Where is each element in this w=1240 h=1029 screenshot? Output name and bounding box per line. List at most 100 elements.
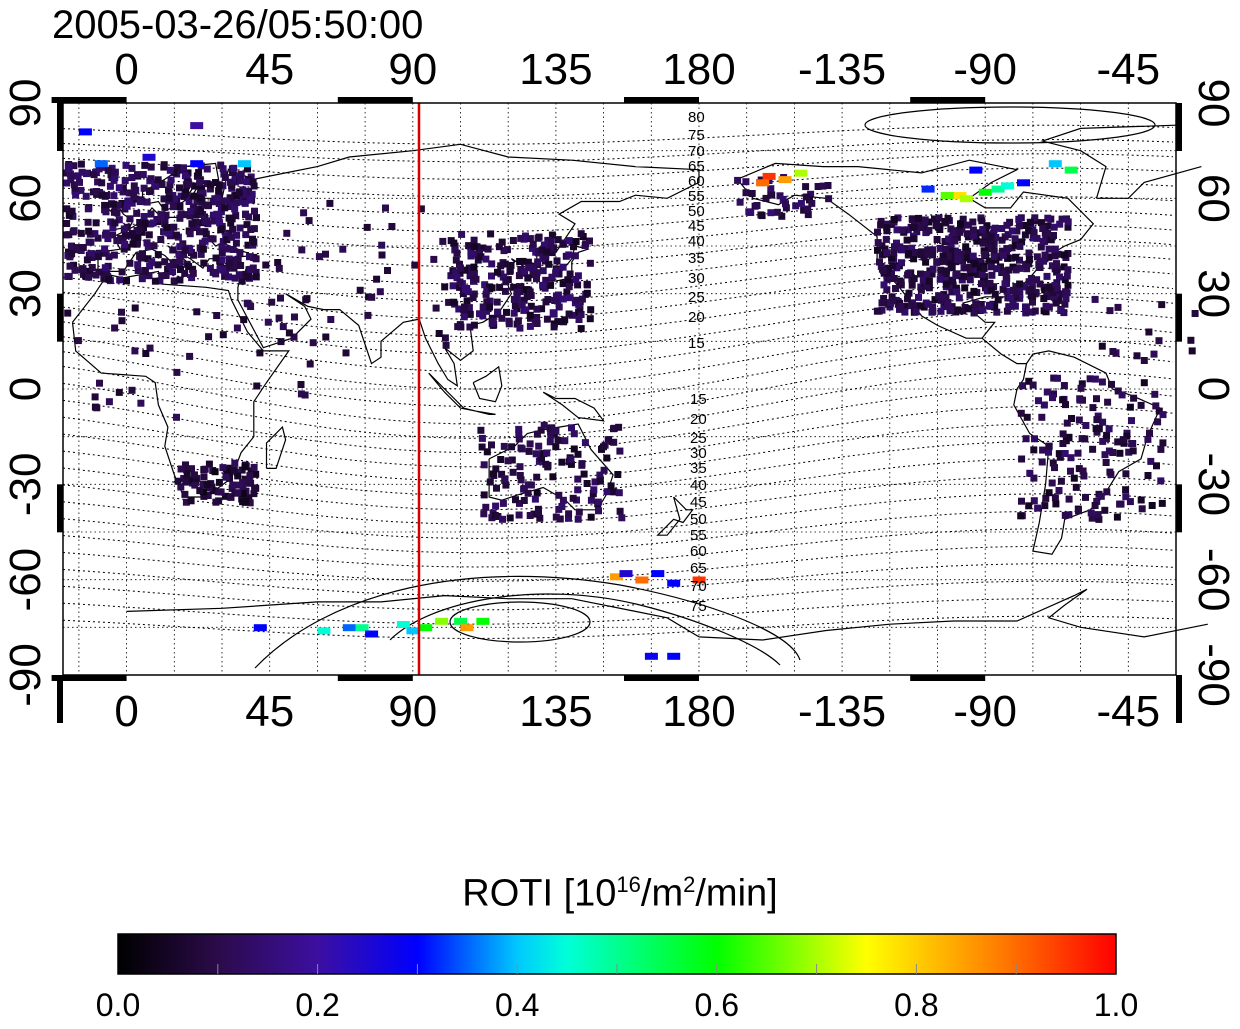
roti-cell — [908, 244, 916, 252]
roti-cell — [961, 284, 969, 292]
frame-tick-bar — [57, 103, 63, 151]
roti-cell — [1005, 303, 1013, 311]
roti-cell — [449, 282, 457, 290]
roti-cell — [937, 266, 945, 274]
left-latitude-ticks: 90 60 30 0 -30 -60 -90 — [1, 79, 50, 707]
roti-cell — [460, 306, 468, 314]
roti-cell — [237, 177, 244, 185]
roti-cell — [1137, 496, 1145, 504]
roti-cell — [113, 209, 121, 217]
roti-cell — [513, 288, 521, 296]
roti-cell — [182, 461, 189, 469]
roti-cell — [169, 259, 177, 267]
roti-cell — [96, 379, 103, 387]
roti-cell — [262, 261, 270, 269]
roti-cell — [503, 308, 510, 316]
roti-cell — [154, 251, 162, 259]
roti-cell — [240, 190, 247, 197]
roti-cell — [953, 270, 961, 278]
roti-cell — [227, 233, 235, 241]
roti-cell — [987, 231, 995, 239]
roti-cell — [538, 246, 546, 254]
roti-cell — [797, 199, 805, 207]
roti-cell — [1029, 234, 1037, 242]
roti-cell — [1016, 280, 1024, 288]
roti-cell-high — [667, 652, 681, 660]
roti-cell — [545, 260, 553, 268]
roti-cell — [1063, 419, 1071, 427]
roti-cell — [1064, 218, 1072, 226]
roti-cell — [977, 280, 985, 288]
roti-cell — [596, 471, 604, 479]
roti-cell — [985, 244, 993, 252]
roti-cell — [1023, 265, 1031, 273]
roti-cell — [141, 219, 149, 227]
coastline — [472, 365, 503, 403]
roti-cell — [1082, 493, 1089, 501]
roti-cell — [603, 454, 611, 462]
roti-cell — [1118, 391, 1126, 399]
roti-cell — [204, 492, 212, 499]
roti-cell — [199, 480, 207, 488]
roti-cell — [196, 487, 204, 495]
roti-cell — [1099, 437, 1107, 445]
coastline — [428, 372, 496, 415]
roti-cell — [242, 497, 250, 505]
roti-cell — [954, 249, 962, 256]
roti-cell — [72, 246, 80, 254]
roti-cell — [800, 206, 808, 214]
roti-cell — [912, 249, 919, 256]
roti-cell — [222, 473, 230, 481]
roti-cell — [181, 172, 189, 180]
roti-cell — [116, 276, 124, 284]
roti-cell — [952, 284, 960, 292]
roti-cell — [530, 510, 538, 518]
roti-cell — [322, 250, 329, 258]
roti-cell — [552, 292, 560, 300]
roti-cell — [145, 272, 153, 280]
roti-cell — [134, 233, 142, 241]
roti-cell — [115, 388, 123, 396]
roti-cell — [478, 434, 486, 442]
roti-cell — [277, 294, 284, 302]
roti-cell — [115, 216, 123, 224]
roti-cell — [450, 239, 458, 247]
roti-cell — [63, 169, 70, 177]
roti-cell — [66, 262, 74, 270]
roti-cell — [85, 238, 93, 246]
roti-cell — [110, 192, 118, 200]
roti-cell — [892, 285, 899, 292]
roti-cell — [590, 486, 598, 494]
roti-cell — [547, 431, 555, 439]
roti-cell — [1047, 287, 1055, 295]
roti-cell — [119, 188, 127, 196]
roti-cell — [945, 235, 953, 243]
roti-cell — [933, 258, 941, 266]
roti-cell — [942, 245, 950, 253]
contour-label: 75 — [690, 598, 707, 615]
frame-tick-bar — [624, 675, 699, 681]
roti-cell — [1155, 407, 1163, 415]
roti-cell — [1151, 390, 1159, 398]
contour-label: 25 — [688, 289, 705, 306]
roti-cell — [1150, 350, 1158, 358]
roti-cell — [600, 466, 608, 474]
roti-cell — [1038, 458, 1046, 466]
roti-cell — [222, 492, 229, 500]
roti-cell — [212, 270, 220, 278]
roti-cell — [290, 333, 298, 341]
roti-cell — [964, 221, 972, 229]
roti-cell — [74, 337, 82, 345]
roti-cell — [441, 334, 449, 342]
roti-cell — [151, 277, 159, 285]
roti-cell — [225, 255, 233, 263]
roti-cell — [551, 297, 559, 304]
roti-cell — [1114, 303, 1122, 311]
roti-cell — [231, 205, 239, 213]
roti-cell — [169, 268, 177, 276]
roti-cell — [376, 288, 384, 296]
roti-cell — [1075, 507, 1082, 515]
roti-cell — [897, 278, 905, 286]
roti-cell — [250, 490, 258, 498]
roti-cell — [520, 267, 528, 275]
